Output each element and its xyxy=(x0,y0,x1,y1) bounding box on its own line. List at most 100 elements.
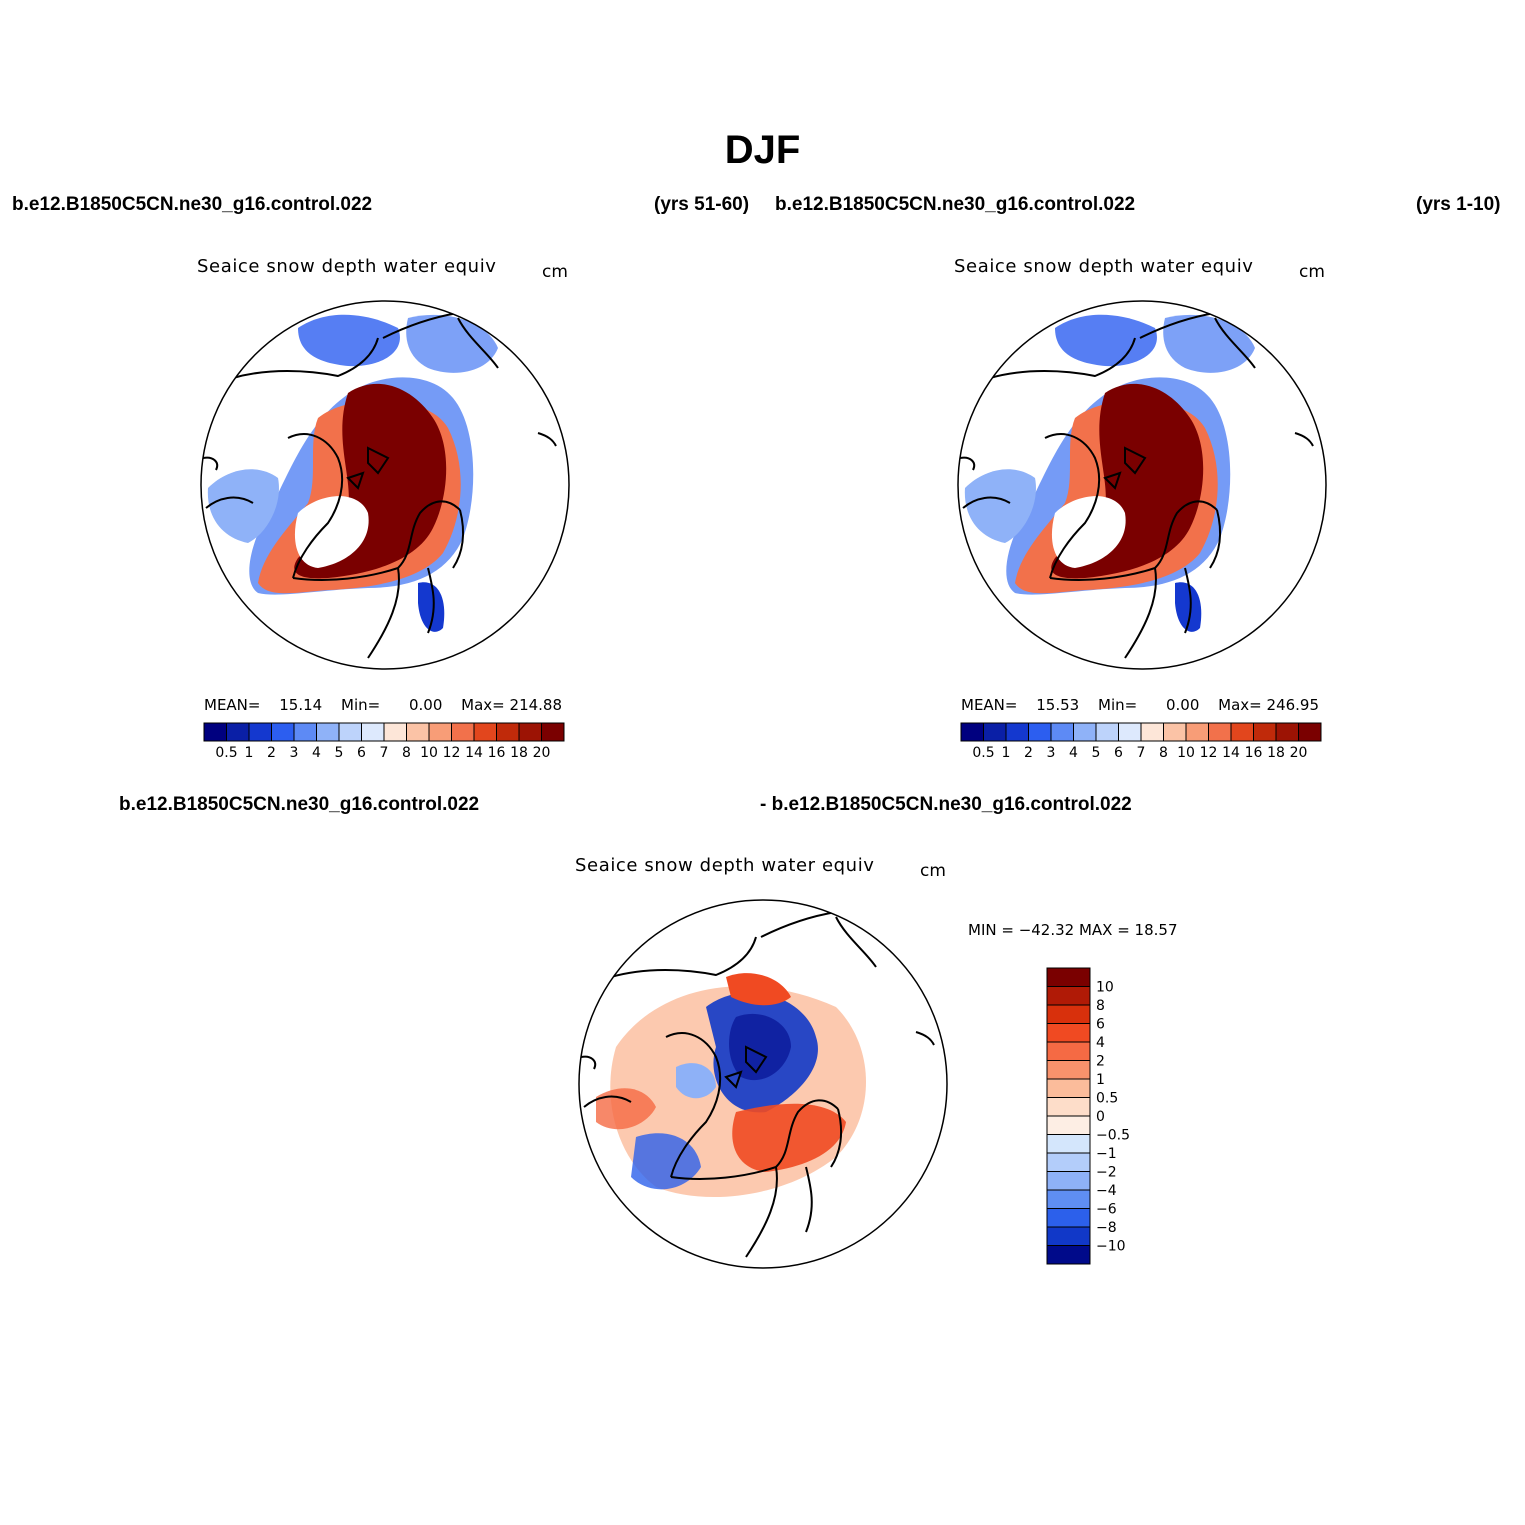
panel3-colorbar-box xyxy=(1046,986,1091,1006)
panel2-colorbar-tick-label: 5 xyxy=(1092,745,1101,761)
panel3-colorbar-tick-label: 1 xyxy=(1096,1072,1105,1088)
panel1-colorbar-tick-label: 8 xyxy=(402,745,411,761)
panel2-mean-value: 15.53 xyxy=(1036,696,1080,714)
panel3-colorbar-tick-label: 0.5 xyxy=(1096,1091,1118,1107)
panel2-colorbar-tick-label: 16 xyxy=(1245,745,1263,761)
panel2-coastline xyxy=(1124,446,1147,475)
panel2-colorbar-box xyxy=(1005,722,1029,742)
page-title: DJF xyxy=(724,128,801,172)
panel3-colorbar-box xyxy=(1046,1208,1091,1228)
panel2-colorbar-tick-label: 3 xyxy=(1047,745,1056,761)
panel3-colorbar-box xyxy=(1046,1152,1091,1172)
panel3-colorbar-tick-label: −10 xyxy=(1096,1239,1126,1255)
panel1-colorbar-tick-label: 3 xyxy=(290,745,299,761)
panel1-colorbar-box xyxy=(226,722,250,742)
panel3-colorbar-tick-label: 2 xyxy=(1096,1054,1105,1070)
panel2-colorbar-box xyxy=(1185,722,1209,742)
panel1-coastline xyxy=(382,312,459,339)
panel3-colorbar-tick-label: −8 xyxy=(1096,1220,1117,1236)
panel3-colorbar-box xyxy=(1046,967,1091,987)
panel3-colorbar-box xyxy=(1046,1041,1091,1061)
panel1-coastline xyxy=(367,446,390,475)
panel1-coastline xyxy=(292,500,461,581)
panel1-colorbar-box xyxy=(428,722,452,742)
panel1-colorbar-box xyxy=(406,722,430,742)
panel1-colorbar-tick-label: 2 xyxy=(267,745,276,761)
panel3-colorbar-box xyxy=(1046,1097,1091,1117)
panel2-colorbar-box xyxy=(1050,722,1074,742)
panel1-colorbar-tick-label: 20 xyxy=(533,745,551,761)
panel3-colorbar-tick-label: 4 xyxy=(1096,1035,1105,1051)
panel3-minus-case-name: - b.e12.B1850C5CN.ne30_g16.control.022 xyxy=(760,794,1132,815)
panel2-coastline xyxy=(1209,509,1222,569)
panel3-coastline xyxy=(915,1031,935,1046)
panel3-archipelago-negative xyxy=(676,1063,716,1099)
panel2-coastline xyxy=(1184,567,1192,634)
panel2-colorbar-box xyxy=(983,722,1007,742)
panel1-colorbar-box xyxy=(203,722,227,742)
panel1-map-border xyxy=(200,300,570,670)
panel2-okhotsk-low xyxy=(1175,582,1202,632)
panel1-coastline xyxy=(232,337,379,379)
panel3-colorbar-box xyxy=(1046,1078,1091,1098)
panel2-baffin-low xyxy=(964,469,1036,543)
panel3-difference-polar-map xyxy=(578,899,948,1269)
panel2-north-low xyxy=(1055,314,1157,367)
panel1-coastline xyxy=(457,317,499,369)
panel2-case-name: b.e12.B1850C5CN.ne30_g16.control.022 xyxy=(775,194,1136,215)
panel3-colorbar-tick-label: −1 xyxy=(1096,1146,1117,1162)
panel1-coastline xyxy=(205,496,254,509)
panel1-coastline xyxy=(202,456,219,471)
panel3-colorbar-box xyxy=(1046,1060,1091,1080)
panel3-plot-title: Seaice snow depth water equiv xyxy=(575,855,875,876)
panel3-strong-negative xyxy=(729,1013,791,1081)
panel2-colorbar-tick-label: 6 xyxy=(1114,745,1123,761)
panel2-max-value: 246.95 xyxy=(1266,696,1320,714)
panel3-coastline xyxy=(760,911,837,938)
panel1-colorbar-box xyxy=(473,722,497,742)
panel1-plot-title: Seaice snow depth water equiv xyxy=(197,256,497,277)
panel2-colorbar-box xyxy=(1095,722,1119,742)
panel3-west-positive xyxy=(596,1088,656,1130)
panel1-colorbar-tick-label: 0.5 xyxy=(215,745,237,761)
panel1-years: (yrs 51-60) xyxy=(654,194,750,215)
panel2-colorbar-box xyxy=(1028,722,1052,742)
panel2-colorbar-box xyxy=(1208,722,1232,742)
panel3-colorbar-tick-label: 0 xyxy=(1096,1109,1105,1125)
panel3-coastline xyxy=(745,1166,778,1258)
panel1-coastline xyxy=(367,567,400,659)
panel1-colorbar-box xyxy=(271,722,295,742)
panel3-case-name: b.e12.B1850C5CN.ne30_g16.control.022 xyxy=(119,794,480,815)
panel3-coastline xyxy=(670,1099,839,1180)
panel3-units: cm xyxy=(920,861,946,881)
panel2-coastline xyxy=(1124,567,1157,659)
panel3-colorbar-box xyxy=(1046,1115,1091,1135)
panel2-coastline xyxy=(1214,317,1256,369)
panel2-colorbar-box xyxy=(1140,722,1164,742)
panel1-colorbar-box xyxy=(248,722,272,742)
panel1-colorbar-box xyxy=(338,722,362,742)
panel1-colorbar-tick-label: 14 xyxy=(465,745,483,761)
panel1-hudson-bay xyxy=(294,496,369,568)
panel1-colorbar-box xyxy=(383,722,407,742)
panel1-mean-value: 15.14 xyxy=(279,696,323,714)
panel1-colorbar-box xyxy=(293,722,317,742)
panel1-colorbar: 0.5 1 2 3 4 5 6 7 8 10 12 14 16 18 20 xyxy=(203,722,565,761)
panel1-colorbar-tick-label: 6 xyxy=(357,745,366,761)
panel2-coastline xyxy=(989,337,1136,379)
panel1-colorbar-box xyxy=(316,722,340,742)
panel1-colorbar-tick-label: 1 xyxy=(245,745,254,761)
panel2-colorbar-box xyxy=(1275,722,1299,742)
panel1-colorbar-tick-label: 4 xyxy=(312,745,321,761)
panel2-mean-label: MEAN= xyxy=(961,696,1018,714)
panel1-okhotsk-low xyxy=(418,582,445,632)
panel2-colorbar-tick-label: 10 xyxy=(1177,745,1195,761)
panel2-field xyxy=(959,312,1314,659)
panel1-coastline xyxy=(427,567,435,634)
panel3-colorbar-box xyxy=(1046,1134,1091,1154)
panel1-baffin-low xyxy=(207,469,279,543)
panel2-colorbar-box xyxy=(1230,722,1254,742)
panel3-colorbar-box xyxy=(1046,1004,1091,1024)
panel3-colorbar-tick-label: −4 xyxy=(1096,1183,1117,1199)
panel2-colorbar-box xyxy=(1073,722,1097,742)
